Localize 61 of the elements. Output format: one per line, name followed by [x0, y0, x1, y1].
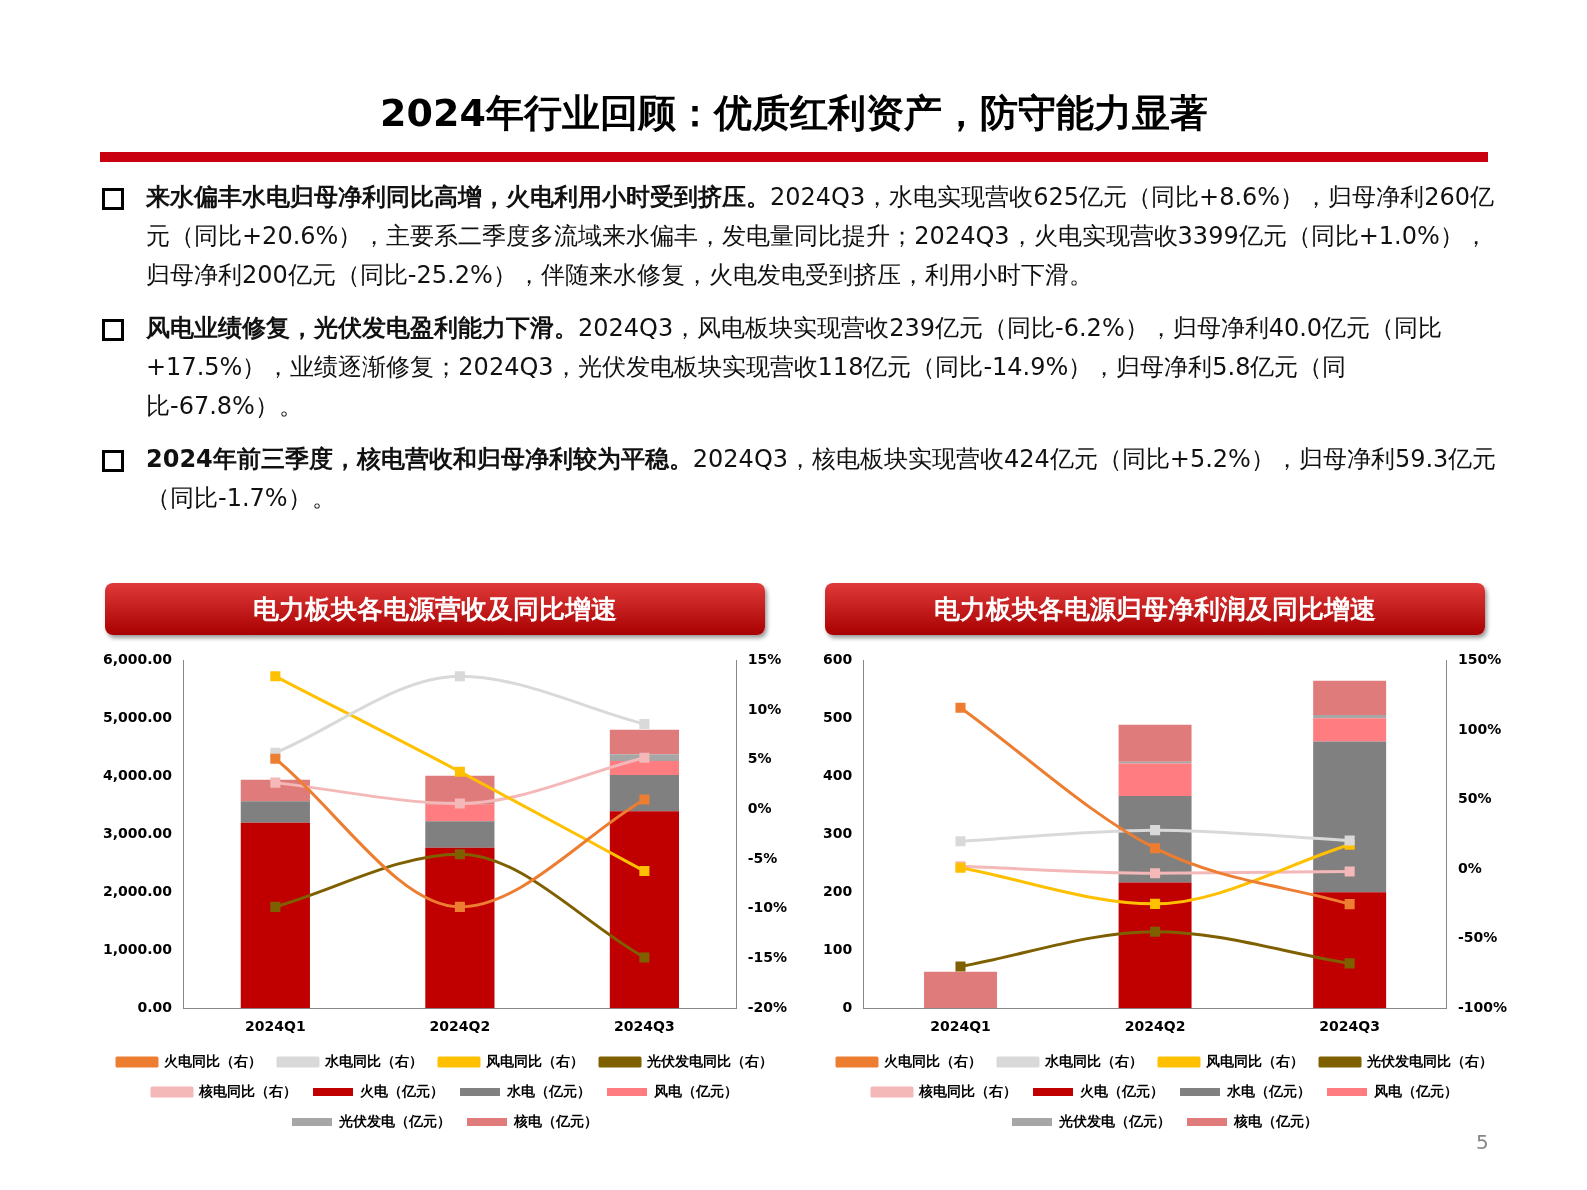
x-tick-label: 2024Q3 [1319, 1018, 1380, 1035]
y-tick-label: 4,000.00 [102, 766, 173, 783]
chart-title: 电力板块各电源归母净利润及同比增速 [825, 583, 1485, 635]
legend-label: 光伏发电（亿元） [1058, 1112, 1171, 1129]
legend-label: 核电（亿元） [513, 1112, 598, 1129]
y-tick-label: 400 [822, 766, 853, 783]
y2-tick-label: 100% [1457, 720, 1502, 737]
y2-tick-label: -15% [747, 949, 788, 966]
y-tick-label: 100 [822, 940, 853, 957]
text: 5 [1476, 1130, 1489, 1154]
y2-tick-label: -20% [747, 998, 788, 1015]
legend-label: 光伏发电（亿元） [338, 1112, 451, 1129]
y2-tick-label: 5% [747, 750, 772, 767]
x-tick-label: 2024Q2 [1124, 1018, 1186, 1035]
legend-label: 核电同比（右） [918, 1082, 1017, 1099]
y-tick-label: 6,000.00 [102, 651, 173, 668]
legend-label: 风电（亿元） [653, 1082, 738, 1099]
y-tick-label: 0 [842, 998, 853, 1015]
y-tick-label: 200 [822, 882, 853, 899]
legend-label: 水电（亿元） [506, 1082, 591, 1099]
y2-tick-label: 0% [747, 800, 772, 817]
y2-tick-label: -50% [1457, 929, 1498, 946]
y2-tick-label: -100% [1457, 998, 1507, 1015]
legend-label: 核电同比（右） [198, 1082, 297, 1099]
x-tick-label: 2024Q3 [614, 1018, 675, 1035]
x-tick-label: 2024Q2 [429, 1018, 491, 1035]
y-tick-label: 3,000.00 [102, 824, 173, 841]
x-tick-label: 2024Q1 [245, 1018, 306, 1035]
text: 来水偏丰水电归母净利同比高增，火电利用小时受到挤压。 [146, 183, 770, 211]
legend-label: 水电同比（右） [324, 1052, 423, 1069]
y-tick-label: 2,000.00 [102, 882, 173, 899]
y2-tick-label: 10% [747, 700, 782, 717]
y-tick-label: 1,000.00 [102, 940, 173, 957]
legend-label: 火电同比（右） [884, 1052, 982, 1069]
y-tick-label: 600 [822, 651, 853, 668]
legend-label: 水电同比（右） [1044, 1052, 1143, 1069]
y2-tick-label: -10% [747, 899, 788, 916]
text: 风电业绩修复，光伏发电盈利能力下滑。 [146, 314, 578, 342]
y2-tick-label: 150% [1457, 651, 1502, 668]
legend-label: 火电（亿元） [360, 1082, 444, 1099]
text: 2024年行业回顾：优质红利资产，防守能力显著 [379, 90, 1209, 137]
text: 2024年前三季度，核电营收和归母净利较为平稳。 [146, 445, 693, 473]
legend-label: 风电同比（右） [485, 1052, 584, 1069]
y-tick-label: 5,000.00 [102, 709, 173, 726]
y-tick-label: 300 [822, 824, 853, 841]
legend-label: 光伏发电同比（右） [1366, 1052, 1493, 1069]
legend-label: 水电（亿元） [1226, 1082, 1311, 1099]
y2-tick-label: 0% [1457, 859, 1482, 876]
legend-label: 风电同比（右） [1205, 1052, 1304, 1069]
y2-tick-label: -5% [747, 849, 778, 866]
y2-tick-label: 15% [747, 651, 782, 668]
legend-label: 光伏发电同比（右） [646, 1052, 773, 1069]
y-tick-label: 0.00 [137, 998, 173, 1015]
legend-label: 核电（亿元） [1233, 1112, 1318, 1129]
chart-title: 电力板块各电源营收及同比增速 [105, 583, 765, 635]
y2-tick-label: 50% [1457, 790, 1492, 807]
legend-label: 风电（亿元） [1373, 1082, 1458, 1099]
legend-label: 火电同比（右） [164, 1052, 262, 1069]
legend-label: 火电（亿元） [1080, 1082, 1164, 1099]
y-tick-label: 500 [822, 709, 853, 726]
x-tick-label: 2024Q1 [930, 1018, 991, 1035]
